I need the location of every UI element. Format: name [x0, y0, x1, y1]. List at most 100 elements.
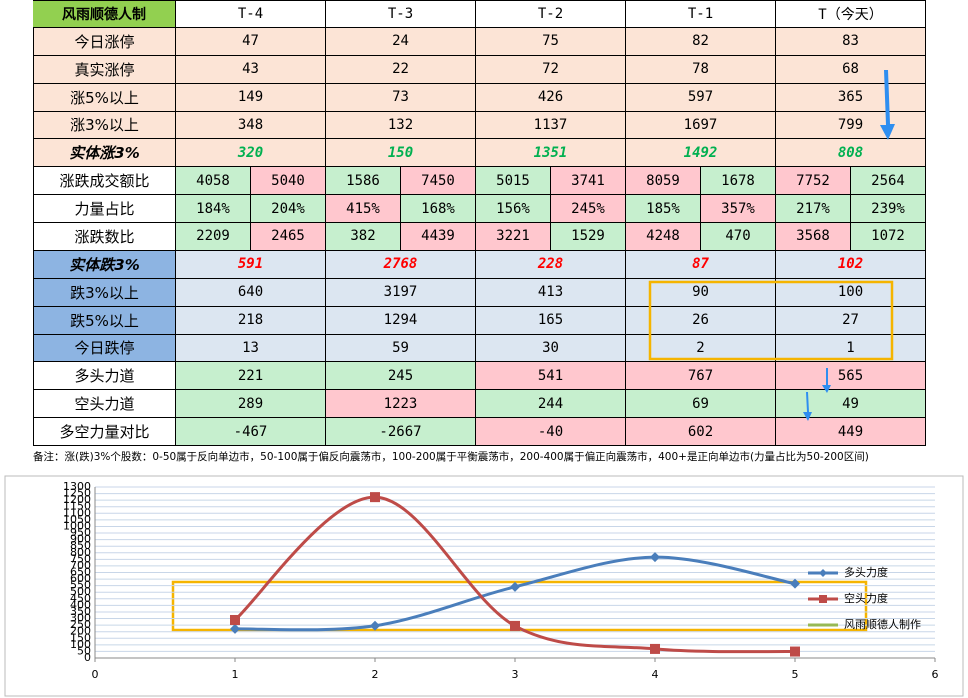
- cell: 767: [626, 362, 776, 391]
- x-tick-label: 3: [512, 668, 519, 681]
- cell: 132: [326, 111, 476, 140]
- header-cell: T-2: [476, 0, 626, 28]
- cell: 2564: [851, 167, 926, 196]
- cell: 184%: [176, 195, 251, 223]
- cell: 228: [476, 250, 626, 279]
- cell: 1678: [701, 167, 776, 196]
- cell: 13: [176, 334, 326, 363]
- x-tick-label: 2: [372, 668, 379, 681]
- row-label: 涨3%以上: [33, 111, 176, 140]
- cell: 8059: [626, 167, 701, 196]
- legend-label: 多头力度: [844, 565, 888, 579]
- cell: 1072: [851, 223, 926, 251]
- cell: 217%: [776, 195, 851, 223]
- cell: 1697: [626, 111, 776, 140]
- marker: [230, 623, 240, 634]
- cell: 7752: [776, 167, 851, 196]
- legend-label: 风雨顺德人制作: [844, 617, 921, 631]
- cell: 1492: [626, 139, 776, 168]
- x-tick-label: 0: [92, 668, 99, 681]
- cell: 185%: [626, 195, 701, 223]
- cell: -467: [176, 418, 326, 446]
- row-label: 多空力量对比: [33, 418, 176, 446]
- arrow: [822, 368, 831, 393]
- cell: 5015: [476, 167, 551, 196]
- cell: 4248: [626, 223, 701, 251]
- y-tick-label: 1000: [63, 519, 91, 532]
- cell: 72: [476, 55, 626, 84]
- cell: 87: [626, 250, 776, 279]
- cell: 4058: [176, 167, 251, 196]
- arrow: [880, 70, 895, 140]
- legend-marker: [819, 569, 827, 577]
- cell: 165: [476, 306, 626, 335]
- row-label: 实体涨3%: [33, 139, 176, 168]
- cell: 149: [176, 83, 326, 112]
- header-cell: 风雨顺德人制: [33, 0, 176, 28]
- x-tick-label: 4: [652, 668, 659, 681]
- cell: 541: [476, 362, 626, 391]
- header-cell: T（今天）: [776, 0, 926, 28]
- marker: [370, 620, 380, 631]
- cell: 565: [776, 362, 926, 391]
- marker: [650, 643, 660, 654]
- cell: 244: [476, 390, 626, 419]
- cell: 69: [626, 390, 776, 419]
- y-tick-label: 1050: [63, 513, 91, 526]
- cell: 808: [776, 139, 926, 168]
- cell: 3221: [476, 223, 551, 251]
- marker: [790, 646, 800, 657]
- legend-marker: [819, 595, 827, 603]
- y-tick-label: 100: [70, 638, 91, 651]
- cell: 597: [626, 83, 776, 112]
- header-cell: T-1: [626, 0, 776, 28]
- marker: [510, 581, 520, 592]
- y-tick-label: 950: [70, 526, 91, 539]
- cell: 4439: [401, 223, 476, 251]
- cell: 204%: [251, 195, 326, 223]
- cell: 245%: [551, 195, 626, 223]
- cell: 1294: [326, 306, 476, 335]
- y-tick-label: 250: [70, 618, 91, 631]
- row-label: 涨5%以上: [33, 83, 176, 112]
- cell: 43: [176, 55, 326, 84]
- y-tick-label: 500: [70, 585, 91, 598]
- y-tick-label: 600: [70, 572, 91, 585]
- cell: 83: [776, 27, 926, 56]
- row-label: 实体跌3%: [33, 250, 176, 279]
- cell: 1351: [476, 139, 626, 168]
- y-tick-label: 300: [70, 612, 91, 625]
- cell: -40: [476, 418, 626, 446]
- marker: [370, 492, 380, 503]
- cell: 30: [476, 334, 626, 363]
- y-tick-label: 1250: [63, 487, 91, 500]
- cell: 426: [476, 83, 626, 112]
- row-label: 跌3%以上: [33, 278, 176, 307]
- cell: 3741: [551, 167, 626, 196]
- header-cell: T-3: [326, 0, 476, 28]
- cell: 75: [476, 27, 626, 56]
- row-label: 今日跌停: [33, 334, 176, 363]
- note: 备注：涨(跌)3%个股数：0-50属于反向单边市，50-100属于偏反向震荡市，…: [33, 451, 869, 463]
- cell: 78: [626, 55, 776, 84]
- y-tick-label: 1200: [63, 493, 91, 506]
- x-tick-label: 1: [232, 668, 239, 681]
- cell: 348: [176, 111, 326, 140]
- cell: 3568: [776, 223, 851, 251]
- cell: 221: [176, 362, 326, 391]
- cell: 449: [776, 418, 926, 446]
- cell: 73: [326, 83, 476, 112]
- y-tick-label: 50: [77, 644, 91, 657]
- cell: 357%: [701, 195, 776, 223]
- marker: [230, 614, 240, 625]
- cell: 150: [326, 139, 476, 168]
- cell: 320: [176, 139, 326, 168]
- cell: 413: [476, 278, 626, 307]
- cell: 47: [176, 27, 326, 56]
- row-label: 涨跌成交额比: [33, 167, 176, 196]
- y-tick-label: 150: [70, 631, 91, 644]
- cell: 82: [626, 27, 776, 56]
- legend-label: 空头力度: [844, 591, 888, 605]
- row-label: 力量占比: [33, 195, 176, 223]
